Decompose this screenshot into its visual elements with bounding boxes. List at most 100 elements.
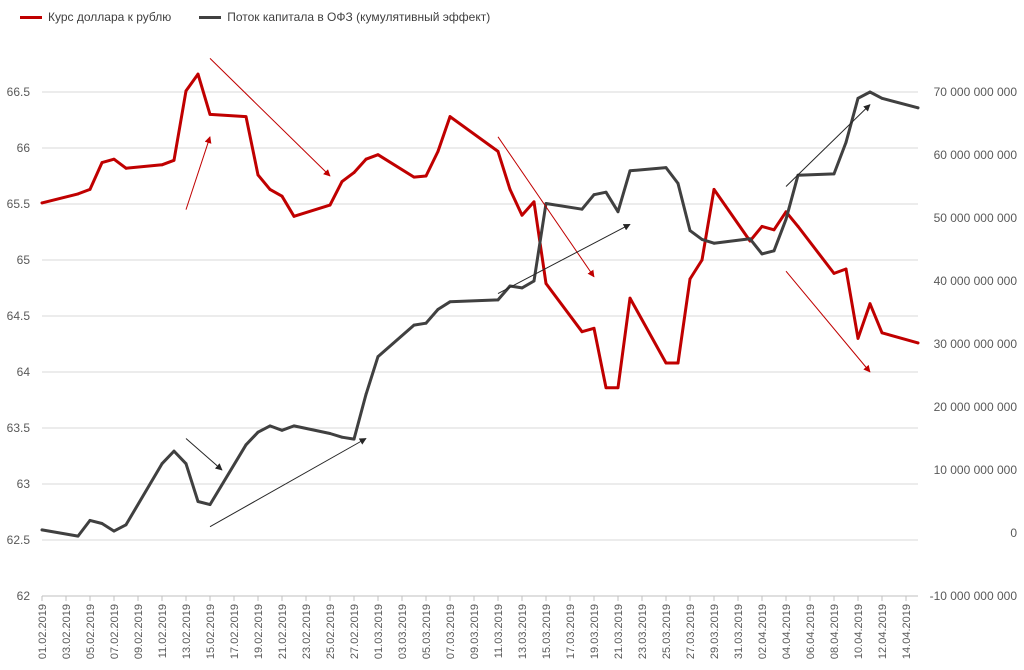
y-left-tick-label: 64 <box>17 365 31 379</box>
y-left-tick-label: 64.5 <box>7 309 31 323</box>
data-point-ofz-flow <box>604 190 608 194</box>
data-point-usd-rub <box>256 173 260 177</box>
data-point-usd-rub <box>508 188 512 191</box>
data-point-usd-rub <box>208 113 212 116</box>
data-point-ofz-flow <box>748 237 752 241</box>
data-point-ofz-flow <box>100 522 104 525</box>
x-tick-label: 21.03.2019 <box>613 604 625 659</box>
trend-arrow <box>209 58 331 177</box>
x-tick-label: 11.03.2019 <box>493 604 505 658</box>
data-point-ofz-flow <box>760 252 764 256</box>
x-tick-label: 11.02.2019 <box>157 604 169 658</box>
y-right-tick-label: 0 <box>1010 526 1017 540</box>
data-point-ofz-flow <box>424 321 428 325</box>
data-point-ofz-flow <box>772 249 776 253</box>
data-point-ofz-flow <box>592 193 596 197</box>
x-tick-label: 19.03.2019 <box>589 604 601 659</box>
y-left-tick-label: 63.5 <box>7 421 31 435</box>
legend-item-usd-rub: Курс доллара к рублю <box>20 10 171 24</box>
y-right-tick-label: 70 000 000 000 <box>934 85 1018 99</box>
data-point-ofz-flow <box>880 96 884 100</box>
y-left-tick-label: 62 <box>17 589 31 603</box>
data-point-ofz-flow <box>244 443 248 447</box>
data-point-ofz-flow <box>196 500 200 503</box>
chart-legend: Курс доллара к рублю Поток капитала в ОФ… <box>20 10 490 24</box>
x-tick-label: 08.04.2019 <box>829 604 841 659</box>
data-point-ofz-flow <box>448 300 452 304</box>
data-point-ofz-flow <box>364 393 368 396</box>
data-point-ofz-flow <box>160 462 164 466</box>
data-point-usd-rub <box>712 188 716 191</box>
data-point-usd-rub <box>328 203 332 207</box>
data-point-usd-rub <box>160 163 164 167</box>
y-left-tick-label: 65.5 <box>7 197 31 211</box>
data-point-usd-rub <box>424 174 428 178</box>
legend-label-usd-rub: Курс доллара к рублю <box>48 10 172 24</box>
data-point-usd-rub <box>796 225 800 228</box>
data-point-ofz-flow <box>628 169 632 173</box>
data-point-ofz-flow <box>688 229 692 233</box>
data-point-ofz-flow <box>88 519 92 522</box>
data-point-ofz-flow <box>544 202 548 205</box>
y-left-tick-label: 63 <box>17 477 31 491</box>
data-point-ofz-flow <box>616 210 620 214</box>
data-point-usd-rub <box>832 272 836 275</box>
data-point-usd-rub <box>448 115 452 118</box>
x-tick-label: 31.03.2019 <box>733 604 745 659</box>
data-point-usd-rub <box>112 157 116 161</box>
data-point-usd-rub <box>376 153 380 157</box>
x-tick-label: 09.02.2019 <box>133 604 145 659</box>
data-point-ofz-flow <box>412 323 416 327</box>
data-point-ofz-flow <box>832 172 836 176</box>
data-point-ofz-flow <box>676 182 680 185</box>
data-point-ofz-flow <box>76 534 80 538</box>
data-point-ofz-flow <box>268 424 272 428</box>
legend-label-ofz-flow: Поток капитала в ОФЗ (кумулятивный эффек… <box>227 10 491 24</box>
data-point-ofz-flow <box>328 432 332 435</box>
x-tick-label: 05.03.2019 <box>421 604 433 659</box>
x-tick-label: 17.02.2019 <box>229 604 241 659</box>
x-tick-label: 21.02.2019 <box>277 604 289 659</box>
data-point-ofz-flow <box>112 529 116 533</box>
data-point-ofz-flow <box>712 241 716 245</box>
data-point-ofz-flow <box>292 424 296 428</box>
data-point-usd-rub <box>532 200 536 204</box>
y-left-tick-label: 66 <box>17 141 31 155</box>
y-left-tick-label: 65 <box>17 253 31 267</box>
x-tick-label: 23.03.2019 <box>637 604 649 659</box>
data-point-ofz-flow <box>520 286 524 290</box>
data-point-usd-rub <box>184 89 188 93</box>
x-tick-label: 27.02.2019 <box>349 604 361 659</box>
data-point-ofz-flow <box>208 503 212 506</box>
y-right-tick-label: 40 000 000 000 <box>934 274 1018 288</box>
data-point-usd-rub <box>604 386 608 390</box>
data-point-usd-rub <box>40 201 44 205</box>
data-point-usd-rub <box>88 188 92 191</box>
x-tick-label: 01.02.2019 <box>37 604 49 659</box>
data-point-usd-rub <box>664 361 668 365</box>
trend-arrow <box>185 136 212 210</box>
trend-arrow <box>185 438 223 471</box>
data-point-usd-rub <box>580 330 584 334</box>
data-point-usd-rub <box>76 192 80 196</box>
data-point-ofz-flow <box>184 462 188 466</box>
data-point-usd-rub <box>100 161 104 165</box>
data-point-ofz-flow <box>40 528 44 532</box>
data-point-usd-rub <box>268 188 272 191</box>
y-right-tick-label: -10 000 000 000 <box>930 589 1018 603</box>
data-point-usd-rub <box>880 331 884 335</box>
data-point-usd-rub <box>856 337 860 340</box>
x-tick-label: 29.03.2019 <box>709 604 721 659</box>
data-point-usd-rub <box>292 214 296 218</box>
x-tick-label: 07.02.2019 <box>109 604 121 659</box>
y-right-tick-label: 50 000 000 000 <box>934 211 1018 225</box>
x-tick-label: 03.03.2019 <box>397 604 409 659</box>
x-tick-label: 12.04.2019 <box>877 604 889 659</box>
data-point-ofz-flow <box>256 430 260 434</box>
data-point-usd-rub <box>772 228 776 232</box>
x-tick-label: 06.04.2019 <box>805 604 817 659</box>
x-tick-label: 23.02.2019 <box>301 604 313 659</box>
data-point-usd-rub <box>628 296 632 300</box>
x-tick-label: 13.02.2019 <box>181 604 193 659</box>
trend-arrow <box>497 223 631 295</box>
